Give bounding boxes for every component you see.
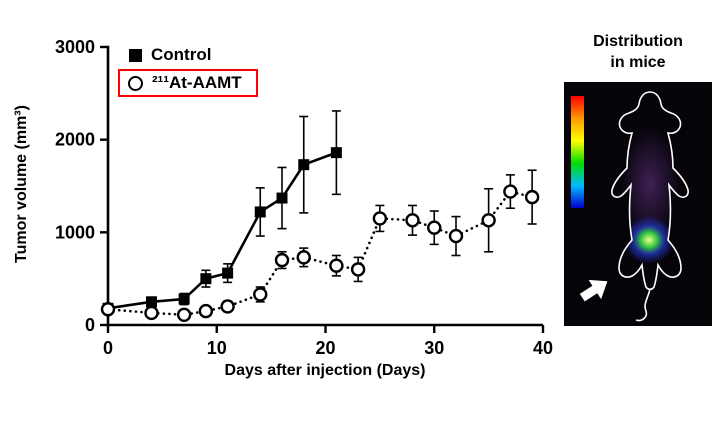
legend-item-control: Control xyxy=(129,45,258,65)
distribution-panel: Distribution in mice xyxy=(560,32,716,326)
x-axis-label: Days after injection (Days) xyxy=(224,362,426,379)
intensity-colorbar xyxy=(571,95,584,208)
svg-text:3000: 3000 xyxy=(55,37,95,57)
legend-item-aamt: ²¹¹At-AAMT xyxy=(118,69,258,97)
svg-text:2000: 2000 xyxy=(55,130,95,150)
svg-text:30: 30 xyxy=(424,338,444,358)
svg-text:0: 0 xyxy=(103,338,113,358)
mouse-tail xyxy=(635,288,651,321)
side-panel-title-line1: Distribution xyxy=(593,33,683,50)
tumor-volume-chart: 0 1000 2000 3000 0 10 20 30 40 xyxy=(55,37,553,358)
svg-text:1000: 1000 xyxy=(55,222,95,242)
legend-label-control: Control xyxy=(151,45,212,64)
filled-square-marker-icon xyxy=(129,48,142,62)
svg-text:40: 40 xyxy=(533,338,553,358)
radioactivity-signal xyxy=(620,125,680,264)
y-axis-label: Tumor volume (mm³) xyxy=(13,105,30,263)
open-circle-marker-icon xyxy=(128,75,143,91)
side-panel-title: Distribution in mice xyxy=(560,32,716,74)
svg-text:20: 20 xyxy=(315,338,335,358)
mouse-distribution-image xyxy=(564,81,712,326)
svg-text:0: 0 xyxy=(85,315,95,335)
svg-text:10: 10 xyxy=(207,338,227,358)
chart-legend: Control ²¹¹At-AAMT xyxy=(118,45,258,97)
legend-label-aamt: ²¹¹At-AAMT xyxy=(152,73,242,92)
side-panel-title-line2: in mice xyxy=(610,53,666,71)
tumor-arrow-icon xyxy=(579,279,608,302)
